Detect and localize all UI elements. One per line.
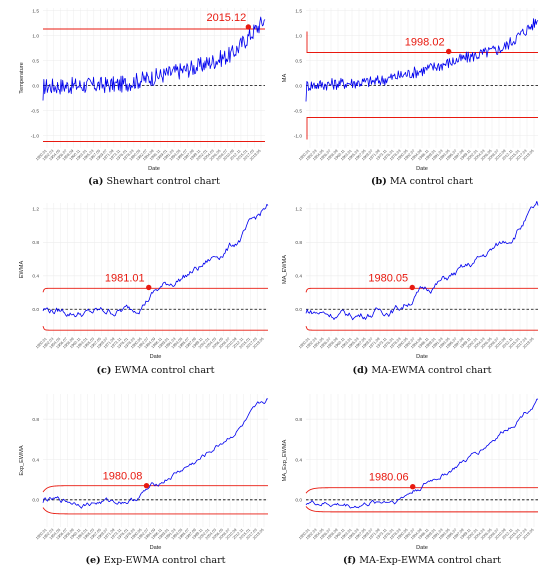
gridlines xyxy=(43,394,268,527)
lower-control-limit xyxy=(306,117,538,140)
y-tick-label: 0.4 xyxy=(32,457,39,463)
lower-control-limit xyxy=(42,507,269,515)
y-tick-label: -0.5 xyxy=(31,108,40,114)
data-series-line xyxy=(305,398,539,509)
upper-control-limit xyxy=(42,287,269,293)
x-axis-label: Date xyxy=(416,354,428,360)
y-tick-label: 1.5 xyxy=(32,8,39,14)
caption-letter: (e) xyxy=(85,555,100,566)
signal-point xyxy=(445,48,452,55)
panel-d: 0.00.40.81.21950.011952.031954.051956.07… xyxy=(282,200,539,376)
x-axis-label: Date xyxy=(416,166,428,172)
x-axis-label: Date xyxy=(150,545,162,551)
y-tick-label: 0.4 xyxy=(295,274,302,280)
panel-e: 0.00.40.81950.011952.031954.051956.07195… xyxy=(19,394,269,566)
signal-annotation: 1998.02 xyxy=(405,37,445,49)
y-axis-label: EWMA xyxy=(19,261,25,279)
x-axis-label: Date xyxy=(148,166,160,172)
signal-point xyxy=(245,24,252,30)
data-series-line xyxy=(42,398,269,509)
y-tick-label: 0.8 xyxy=(295,417,302,423)
y-axis-label: Exp_EWMA xyxy=(19,445,25,475)
x-axis-label: Date xyxy=(150,354,162,360)
y-tick-label: 0.5 xyxy=(32,58,39,64)
gridlines xyxy=(306,203,538,336)
y-tick-label: 1.0 xyxy=(295,33,302,39)
y-tick-label: 0.0 xyxy=(295,307,302,313)
upper-control-limit xyxy=(305,287,539,293)
data-series-line xyxy=(42,16,266,101)
y-tick-label: 0.0 xyxy=(295,498,302,504)
gridlines xyxy=(43,203,268,336)
signal-annotation: 1980.05 xyxy=(368,272,408,284)
data-series-line xyxy=(305,200,539,321)
y-tick-label: 0.8 xyxy=(295,240,302,246)
upper-control-limit xyxy=(42,485,269,493)
gridlines xyxy=(306,8,538,148)
panel-b: -1.0-0.50.00.51.01.51950.011952.031954.0… xyxy=(282,8,539,187)
y-tick-label: -1.0 xyxy=(31,133,40,139)
y-tick-label: 0.4 xyxy=(32,274,39,280)
y-tick-label: 0.0 xyxy=(32,83,39,89)
y-tick-label: 1.0 xyxy=(32,33,39,39)
x-axis-label: Date xyxy=(416,545,428,551)
caption-text: Shewhart control chart xyxy=(103,176,220,187)
y-tick-label: 0.0 xyxy=(32,498,39,504)
upper-control-limit xyxy=(306,31,538,53)
signal-annotation: 1980.06 xyxy=(369,472,409,484)
panel-caption: (d) MA-EWMA control chart xyxy=(353,365,492,376)
y-tick-label: -1.0 xyxy=(294,133,303,139)
y-tick-label: 0.0 xyxy=(32,307,39,313)
signal-point xyxy=(410,483,416,490)
signal-point xyxy=(409,284,415,291)
caption-letter: (d) xyxy=(353,365,369,376)
panel-caption: (e) Exp-EWMA control chart xyxy=(85,555,225,566)
upper-control-limit xyxy=(305,487,539,494)
panel-f: 0.00.40.81950.011952.031954.051956.07195… xyxy=(282,394,539,566)
caption-letter: (a) xyxy=(88,176,103,187)
y-tick-label: 0.8 xyxy=(32,240,39,246)
signal-point xyxy=(146,284,152,291)
y-tick-label: 1.2 xyxy=(32,207,39,213)
y-tick-label: 0.8 xyxy=(32,417,39,423)
lower-control-limit xyxy=(305,506,539,513)
lower-control-limit xyxy=(305,326,539,331)
caption-text: EWMA control chart xyxy=(111,365,214,376)
y-axis-label: MA_Exp_EWMA xyxy=(282,439,288,481)
panel-c: 0.00.40.81.21950.011952.031954.051956.07… xyxy=(19,203,269,376)
caption-letter: (b) xyxy=(371,176,387,187)
caption-letter: (c) xyxy=(96,365,111,376)
y-tick-label: 0.0 xyxy=(295,83,302,89)
signal-annotation: 1980.08 xyxy=(103,471,143,483)
y-axis-label: MA_EWMA xyxy=(282,255,288,284)
data-series-line xyxy=(305,18,539,102)
panel-caption: (f) MA-Exp-EWMA control chart xyxy=(343,555,501,566)
gridlines xyxy=(306,394,538,527)
y-tick-label: -0.5 xyxy=(294,108,303,114)
panel-caption: (a) Shewhart control chart xyxy=(88,176,220,187)
caption-letter: (f) xyxy=(343,555,356,566)
signal-annotation: 2015.12 xyxy=(206,12,246,24)
signal-point xyxy=(143,482,150,489)
panel-a: -1.0-0.50.00.51.01.51950.011952.031954.0… xyxy=(19,8,266,187)
y-tick-label: 1.2 xyxy=(295,207,302,213)
y-tick-label: 1.5 xyxy=(295,8,302,14)
data-series-line xyxy=(42,203,269,318)
lower-control-limit xyxy=(42,326,269,331)
caption-text: Exp-EWMA control chart xyxy=(101,555,226,566)
signal-annotation: 1981.01 xyxy=(105,272,145,284)
y-axis-label: Temperature xyxy=(19,62,25,93)
caption-text: MA-EWMA control chart xyxy=(368,365,491,376)
y-tick-label: 0.4 xyxy=(295,457,302,463)
panel-caption: (c) EWMA control chart xyxy=(96,365,214,376)
caption-text: MA-Exp-EWMA control chart xyxy=(356,555,501,566)
y-axis-label: MA xyxy=(282,74,288,83)
y-tick-label: 0.5 xyxy=(295,58,302,64)
caption-text: MA control chart xyxy=(387,176,473,187)
panel-caption: (b) MA control chart xyxy=(371,176,473,187)
